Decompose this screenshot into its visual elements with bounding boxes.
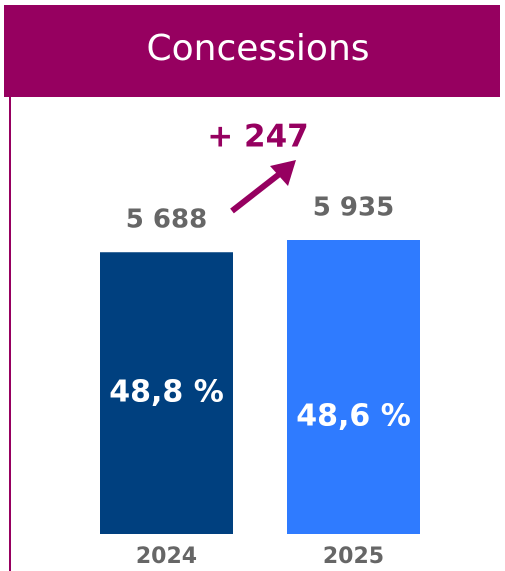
value-label: 5 688 (126, 205, 207, 235)
x-tick-label: 2025 (323, 544, 384, 569)
share-label: 48,6 % (296, 399, 411, 434)
annotation: + 247 (207, 119, 308, 155)
header-band (4, 5, 500, 97)
bar (287, 240, 420, 534)
share-label: 48,8 % (109, 375, 224, 410)
value-label: 5 935 (313, 193, 394, 223)
bar (100, 252, 233, 535)
x-tick-label: 2024 (136, 544, 197, 569)
arrow (230, 160, 296, 214)
chart-title: Concessions (146, 28, 369, 69)
